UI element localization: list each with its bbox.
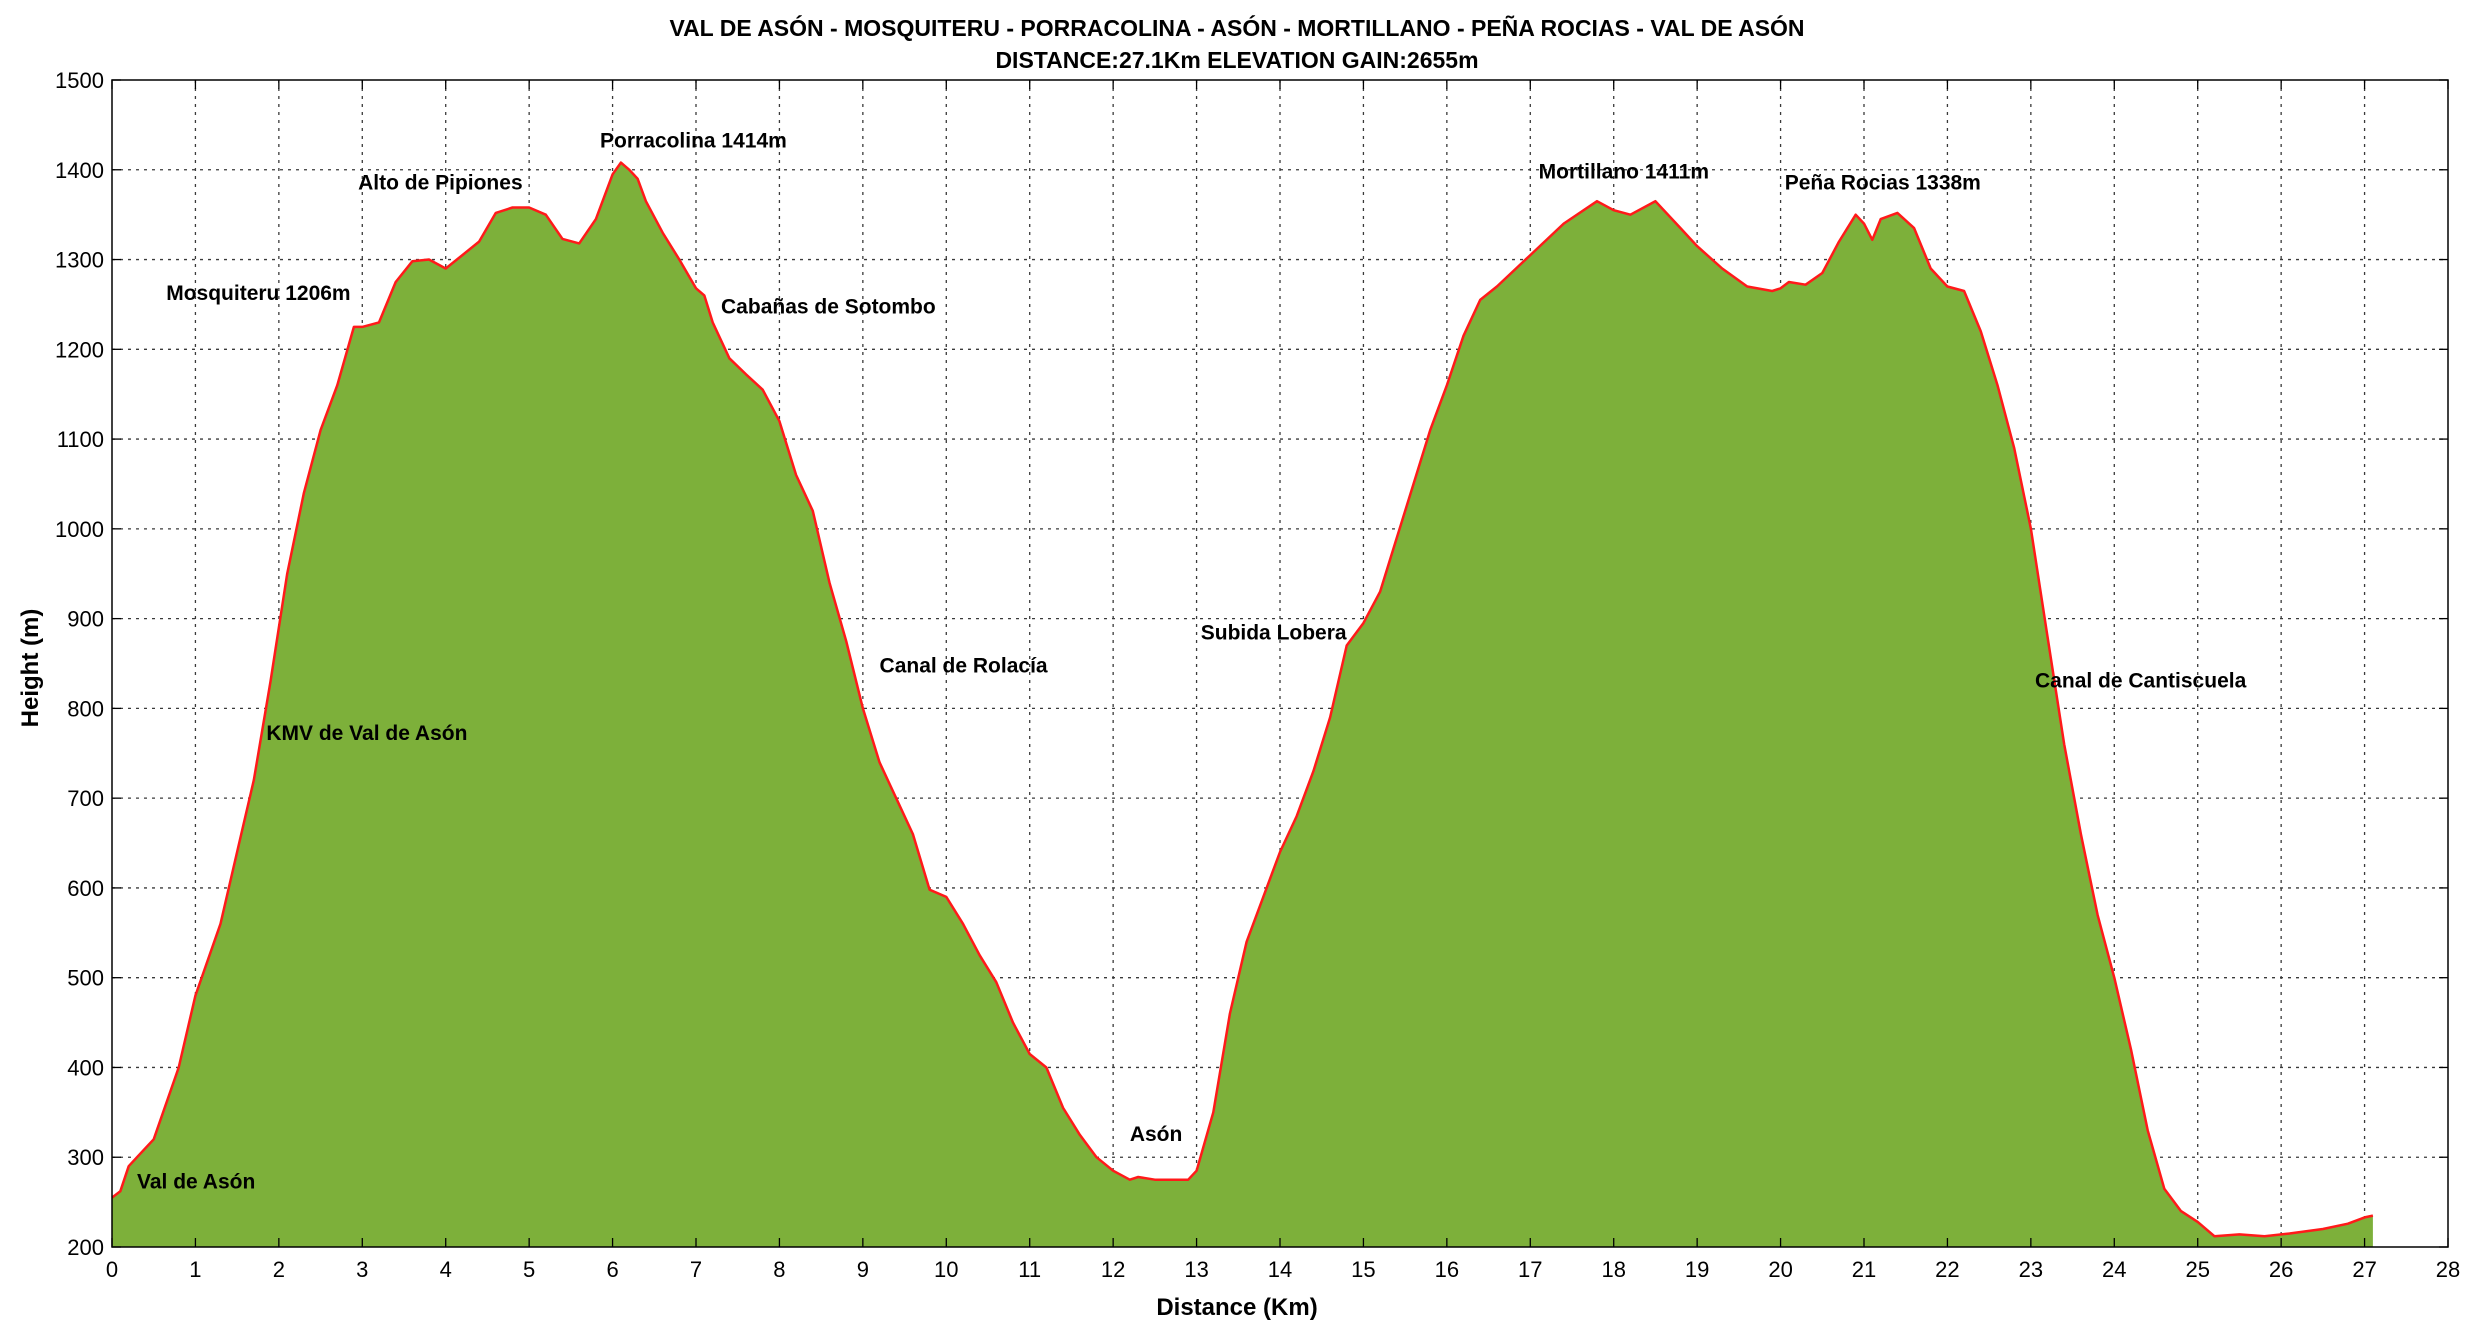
annotations: Val de Asón KMV de Val de Asón Mosquiteru … — [137, 129, 2247, 1193]
y-tick-label: 200 — [67, 1235, 104, 1260]
y-tick-label: 700 — [67, 786, 104, 811]
x-tick-label: 25 — [2185, 1257, 2209, 1282]
y-tick-label: 1200 — [55, 337, 104, 362]
y-tick-label: 800 — [67, 696, 104, 721]
y-tick-label: 1400 — [55, 158, 104, 183]
x-tick-label: 19 — [1685, 1257, 1709, 1282]
y-tick-label: 1100 — [57, 427, 104, 452]
annotation-label: Mosquiteru 1206m — [166, 282, 350, 305]
x-tick-label: 7 — [690, 1257, 702, 1282]
x-tick-label: 16 — [1435, 1257, 1459, 1282]
chart-title: VAL DE ASÓN - MOSQUITERU - PORRACOLINA -… — [669, 14, 1804, 41]
x-tick-label: 10 — [934, 1257, 958, 1282]
annotation-label: Canal de Cantiscuela — [2035, 670, 2247, 693]
y-tick-label: 1500 — [55, 68, 104, 93]
chart-subtitle: DISTANCE:27.1Km ELEVATION GAIN:2655m — [995, 47, 1478, 73]
x-tick-label: 1 — [189, 1257, 201, 1282]
y-tick-label: 300 — [67, 1145, 104, 1170]
y-tick-label: 600 — [67, 876, 104, 901]
x-tick-label: 13 — [1184, 1257, 1208, 1282]
elevation-line — [111, 161, 2374, 1238]
x-tick-label: 18 — [1601, 1257, 1625, 1282]
annotation-label: Alto de Pipiones — [358, 172, 523, 195]
annotation-label: Val de Asón — [137, 1171, 255, 1194]
x-tick-label: 6 — [606, 1257, 618, 1282]
annotation-label: KMV de Val de Asón — [266, 722, 467, 745]
x-tick-label: 0 — [106, 1257, 118, 1282]
y-tick-label: 400 — [67, 1055, 104, 1080]
x-tick-label: 23 — [2019, 1257, 2043, 1282]
x-tick-label: 12 — [1101, 1257, 1125, 1282]
x-tick-label: 8 — [773, 1257, 785, 1282]
x-tick-label: 14 — [1268, 1257, 1292, 1282]
axis-ticks: 0 1 2 3 4 5 6 7 8 9 10 11 12 13 14 15 16 17 18 19 20 21 22 23 24… — [55, 68, 2460, 1282]
x-tick-label: 20 — [1768, 1257, 1792, 1282]
x-tick-label: 4 — [440, 1257, 452, 1282]
x-tick-label: 9 — [857, 1257, 869, 1282]
annotation-label: Cabañas de Sotombo — [721, 295, 936, 318]
x-tick-label: 27 — [2352, 1257, 2376, 1282]
y-tick-label: 1300 — [55, 248, 104, 273]
x-tick-label: 24 — [2102, 1257, 2126, 1282]
x-tick-label: 15 — [1351, 1257, 1375, 1282]
elevation-area — [112, 162, 2373, 1248]
annotation-label: Asón — [1130, 1123, 1183, 1146]
x-axis-label: Distance (Km) — [1156, 1294, 1317, 1321]
y-tick-label: 500 — [67, 966, 104, 991]
x-tick-label: 22 — [1935, 1257, 1959, 1282]
x-tick-label: 21 — [1852, 1257, 1876, 1282]
y-tick-label: 900 — [67, 607, 104, 632]
x-tick-label: 26 — [2269, 1257, 2293, 1282]
annotation-label: Subida Lobera — [1201, 621, 1347, 644]
annotation-label: Canal de Rolacía — [880, 654, 1048, 677]
annotation-label: Porracolina 1414m — [600, 129, 787, 152]
y-axis-label: Height (m) — [17, 609, 44, 728]
x-tick-label: 28 — [2436, 1257, 2460, 1282]
x-tick-label: 11 — [1018, 1257, 1041, 1282]
x-tick-label: 5 — [523, 1257, 535, 1282]
annotation-label: Peña Rocias 1338m — [1785, 172, 1981, 195]
x-tick-label: 17 — [1518, 1257, 1542, 1282]
annotation-label: Mortillano 1411m — [1539, 161, 1709, 184]
x-tick-label: 2 — [273, 1257, 285, 1282]
y-tick-label: 1000 — [55, 517, 104, 542]
x-tick-label: 3 — [356, 1257, 368, 1282]
